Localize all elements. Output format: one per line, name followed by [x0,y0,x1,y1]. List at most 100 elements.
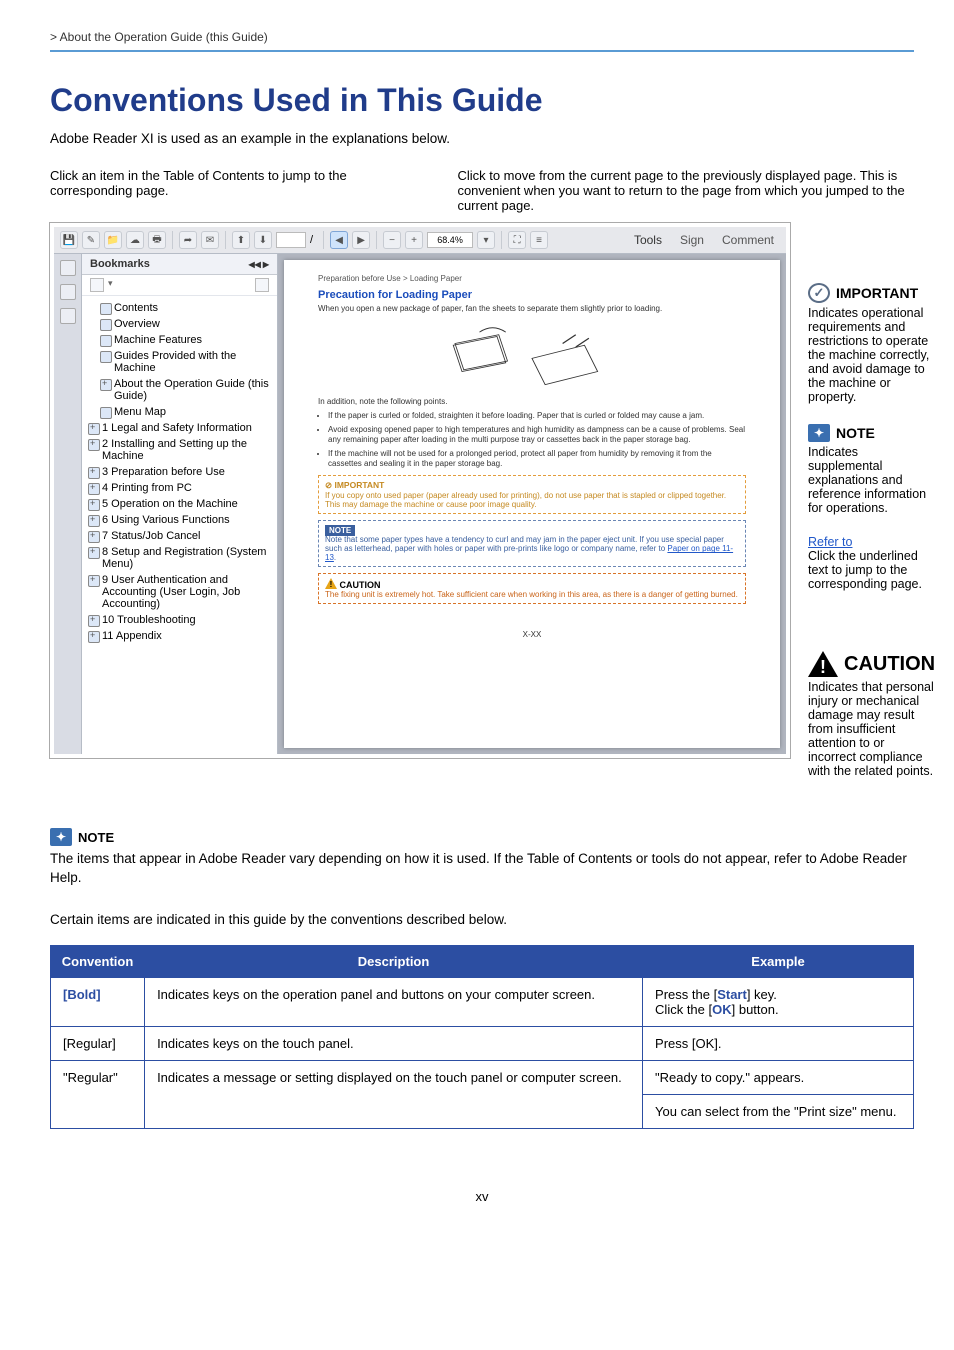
sign-tab[interactable]: Sign [674,233,710,247]
print-icon[interactable]: 🖶 [148,231,166,249]
annotation-important-title: IMPORTANT [836,285,918,301]
save-icon[interactable]: 💾 [60,231,78,249]
cell-description: Indicates a message or setting displayed… [145,1060,643,1128]
conventions-intro: Certain items are indicated in this guid… [50,912,914,927]
bm-item[interactable]: Contents [114,300,273,316]
svg-text:!: ! [330,580,333,589]
pages-panel-icon[interactable] [60,260,76,276]
bottom-note: ✦ NOTE The items that appear in Adobe Re… [50,828,914,888]
attachments-panel-icon[interactable] [60,308,76,324]
bm-options-icon[interactable] [90,278,104,292]
table-row: [Bold] Indicates keys on the operation p… [51,977,914,1026]
doc-subtitle: When you open a new package of paper, fa… [318,304,746,313]
cell-example: "Ready to copy." appears. [643,1060,914,1094]
annotation-important-text: Indicates operational requirements and r… [808,306,935,404]
tools-tab[interactable]: Tools [628,233,668,247]
annotation-caution-text: Indicates that personal injury or mechan… [808,680,935,778]
zoom-input[interactable] [427,232,473,248]
next-view-icon[interactable]: ▶ [352,231,370,249]
mail-icon[interactable]: ✉ [201,231,219,249]
page-separator: / [310,234,313,246]
cell-example: Press [OK]. [643,1026,914,1060]
intro-text: Adobe Reader XI is used as an example in… [50,131,914,146]
zoom-out-icon[interactable]: − [383,231,401,249]
note-icon: ✦ [50,828,72,846]
note-icon: ✦ [808,424,830,442]
doc-caution-text: The fixing unit is extremely hot. Take s… [325,590,739,599]
read-mode-icon[interactable]: ≡ [530,231,548,249]
bookmarks-panel-icon[interactable] [60,284,76,300]
cell-description: Indicates keys on the operation panel an… [145,977,643,1026]
close-panel-icon[interactable]: ▶ [263,260,269,269]
doc-note-box: NOTE Note that some paper types have a t… [318,520,746,567]
bm-item[interactable]: 9 User Authentication and Accounting (Us… [102,572,273,612]
collapse-panel-icon[interactable]: ◀◀ [249,260,261,269]
bm-item[interactable]: 8 Setup and Registration (System Menu) [102,544,273,572]
bm-item[interactable]: 7 Status/Job Cancel [102,528,273,544]
bm-new-icon[interactable] [255,278,269,292]
doc-addition: In addition, note the following points. [318,397,746,407]
bm-item[interactable]: 3 Preparation before Use [102,464,273,480]
annotation-refer-text: Click the underlined text to jump to the… [808,549,935,591]
reader-sidestrip [54,254,82,754]
bm-item[interactable]: 2 Installing and Setting up the Machine [102,436,273,464]
doc-bullet: Avoid exposing opened paper to high temp… [328,425,746,446]
annotation-note: ✦NOTE Indicates supplemental explanation… [808,424,935,515]
callout-right: Click to move from the current page to t… [447,168,914,213]
bm-item[interactable]: About the Operation Guide (this Guide) [114,376,273,404]
table-row: [Regular] Indicates keys on the touch pa… [51,1026,914,1060]
bm-item[interactable]: 4 Printing from PC [102,480,273,496]
bm-item[interactable]: 11 Appendix [102,628,273,644]
doc-bullet: If the paper is curled or folded, straig… [328,411,746,421]
annotation-caution: ! CAUTION Indicates that personal injury… [808,651,935,778]
folder-icon[interactable]: 📁 [104,231,122,249]
page-current-input[interactable] [276,232,306,248]
cell-example: You can select from the "Print size" men… [643,1094,914,1128]
annotation-caution-title: CAUTION [844,653,935,676]
cell-example: Press the [Start] key. Click the [OK] bu… [643,977,914,1026]
page-number: xv [50,1189,914,1204]
bm-item[interactable]: Menu Map [114,404,273,420]
cell-convention: [Regular] [51,1026,145,1060]
doc-note-text: Note that some paper types have a tenden… [325,535,739,562]
cell-convention: "Regular" [51,1060,145,1128]
bm-item[interactable]: Overview [114,316,273,332]
breadcrumb: > About the Operation Guide (this Guide) [50,30,914,44]
bottom-note-title: NOTE [78,830,114,845]
doc-title: Precaution for Loading Paper [318,289,746,301]
zoom-in-icon[interactable]: + [405,231,423,249]
bookmarks-panel: Bookmarks ◀◀ ▶ ▾ Conte [82,254,278,754]
important-icon: ✓ [808,283,830,303]
cloud-icon[interactable]: ☁ [126,231,144,249]
bm-item[interactable]: Guides Provided with the Machine [114,348,273,376]
doc-caution-box: ! CAUTION The fixing unit is extremely h… [318,573,746,604]
document-area: Preparation before Use > Loading Paper P… [278,254,786,754]
zoom-dropdown-icon[interactable]: ▾ [477,231,495,249]
bm-item[interactable]: 10 Troubleshooting [102,612,273,628]
caution-icon: ! [808,651,838,677]
bm-item[interactable]: 1 Legal and Safety Information [102,420,273,436]
pdf-icon[interactable]: ✎ [82,231,100,249]
screenshot-callouts: Click an item in the Table of Contents t… [50,168,914,213]
page-title: Conventions Used in This Guide [50,82,914,119]
top-divider [50,50,914,52]
prev-view-icon[interactable]: ◀ [330,231,348,249]
annotation-note-text: Indicates supplemental explanations and … [808,445,935,515]
doc-breadcrumb: Preparation before Use > Loading Paper [318,274,746,283]
th-example: Example [643,945,914,977]
fit-icon[interactable]: ⛶ [508,231,526,249]
page-up-icon[interactable]: ⬆ [232,231,250,249]
bm-item[interactable]: 5 Operation on the Machine [102,496,273,512]
bookmarks-title: Bookmarks [90,258,150,270]
doc-important-text: If you copy onto used paper (paper alrea… [325,491,739,509]
bm-item[interactable]: Machine Features [114,332,273,348]
share-icon[interactable]: ➦ [179,231,197,249]
svg-text:!: ! [820,657,826,677]
bm-item[interactable]: 6 Using Various Functions [102,512,273,528]
table-row: "Regular" Indicates a message or setting… [51,1060,914,1094]
doc-bullet: If the machine will not be used for a pr… [328,449,746,470]
bookmark-tree: Contents Overview Machine Features Guide… [82,296,277,648]
cell-convention: [Bold] [51,977,145,1026]
page-down-icon[interactable]: ⬇ [254,231,272,249]
comment-tab[interactable]: Comment [716,233,780,247]
